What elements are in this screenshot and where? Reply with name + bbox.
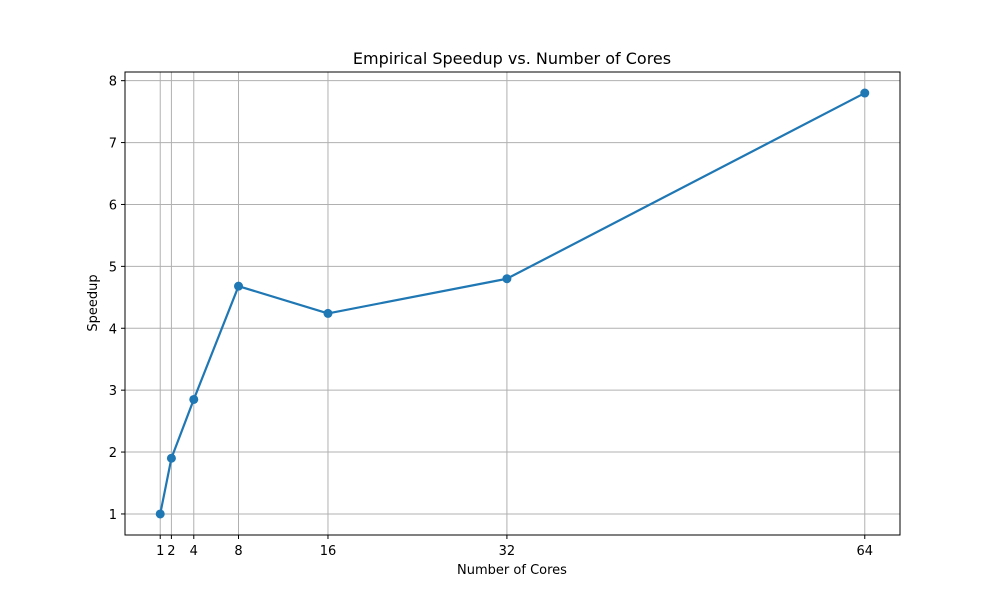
x-tick-label: 64 xyxy=(856,544,873,559)
x-tick-label: 4 xyxy=(190,544,198,559)
y-tick-label: 4 xyxy=(109,322,117,337)
x-tick-label: 8 xyxy=(234,544,242,559)
x-axis-ticks: 1 2 4 8 16 32 64 xyxy=(156,535,873,559)
y-axis-label: Speedup xyxy=(86,274,101,331)
series-layer xyxy=(155,88,870,519)
y-tick-label: 6 xyxy=(109,198,117,213)
x-axis-label: Number of Cores xyxy=(457,563,567,578)
y-tick-label: 1 xyxy=(109,508,117,523)
y-tick-label: 3 xyxy=(109,384,117,399)
y-axis-ticks: 1 2 3 4 5 6 7 8 xyxy=(109,75,125,523)
y-tick-label: 8 xyxy=(109,75,117,90)
chart-title: Empirical Speedup vs. Number of Cores xyxy=(353,49,671,68)
y-tick-label: 2 xyxy=(109,446,117,461)
plot-frame xyxy=(124,71,901,536)
x-tick-label: 16 xyxy=(320,544,337,559)
y-tick-label: 7 xyxy=(109,137,117,152)
data-point xyxy=(860,88,870,98)
data-point xyxy=(166,453,176,463)
data-point xyxy=(502,274,512,284)
x-tick-label: 2 xyxy=(167,544,175,559)
x-tick-label: 1 xyxy=(156,544,164,559)
data-point xyxy=(189,394,199,404)
data-point xyxy=(234,281,244,291)
x-tick-label: 32 xyxy=(499,544,516,559)
data-point xyxy=(155,509,165,519)
y-tick-label: 5 xyxy=(109,260,117,275)
data-point xyxy=(323,308,333,318)
